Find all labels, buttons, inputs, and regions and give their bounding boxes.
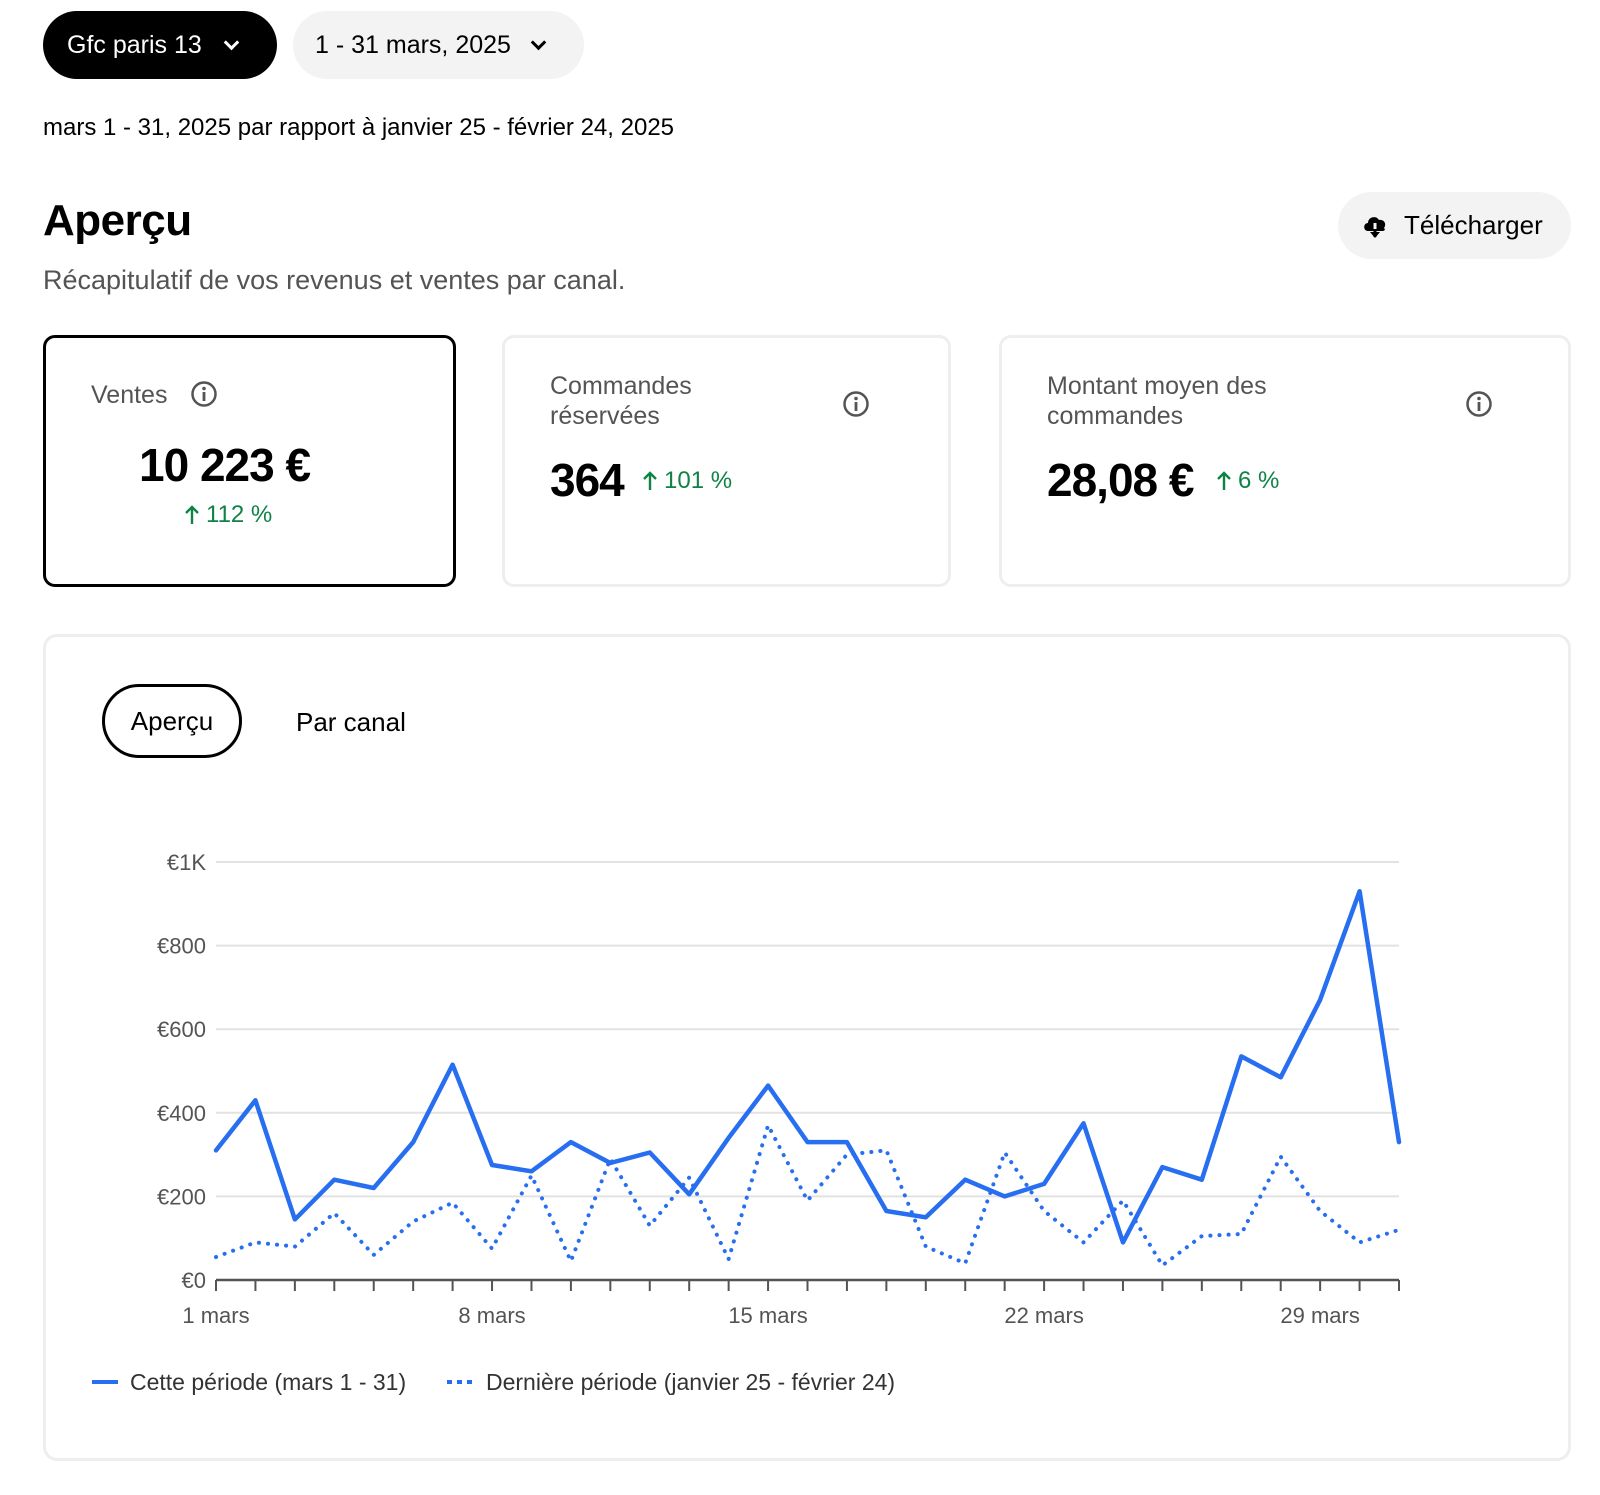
kpi-delta: 6 % [1216, 467, 1279, 495]
kpi-delta: 101 % [642, 467, 732, 495]
y-tick-label: €600 [157, 1017, 206, 1042]
y-tick-label: €200 [157, 1184, 206, 1209]
x-tick-label: 15 mars [728, 1303, 807, 1328]
series-line-current-period [213, 889, 1402, 1245]
x-tick-label: 22 mars [1004, 1303, 1083, 1328]
chart-series [213, 889, 1402, 1268]
date-range-selector[interactable]: 1 - 31 mars, 2025 [293, 11, 584, 79]
kpi-card-average-order[interactable]: Montant moyen des commandes 28,08 € 6 % [999, 335, 1571, 587]
store-selector-label: Gfc paris 13 [67, 30, 202, 59]
kpi-card-orders[interactable]: Commandes réservées 364 101 % [502, 335, 951, 587]
chart-grid: €0 €200 €400 €600 €800 €1K [157, 850, 1399, 1293]
kpi-label: Ventes [91, 381, 168, 409]
kpi-value: 10 223 € [139, 439, 311, 491]
sales-line-chart: €0 €200 €400 €600 €800 €1K 1 mars 8 mars 15 mar… [92, 850, 1402, 1395]
kpi-label-line1: Commandes [550, 372, 692, 400]
arrow-up-icon [1217, 471, 1231, 490]
y-tick-label: €800 [157, 934, 206, 959]
legend-label-previous: Dernière période (janvier 25 - février 2… [486, 1369, 895, 1395]
chart-x-axis: 1 mars 8 mars 15 mars 22 mars 29 mars [182, 1278, 1400, 1328]
chart-legend: Cette période (mars 1 - 31) Dernière péri… [92, 1369, 895, 1395]
arrow-up-icon [643, 471, 657, 490]
info-icon[interactable] [190, 380, 218, 408]
kpi-value: 28,08 € [1047, 454, 1194, 506]
kpi-delta-value: 6 % [1238, 467, 1280, 494]
kpi-label-line2: commandes [1047, 402, 1184, 430]
store-selector[interactable]: Gfc paris 13 [43, 11, 277, 79]
info-icon[interactable] [842, 390, 870, 418]
x-tick-label: 8 mars [458, 1303, 525, 1328]
kpi-delta: 112 % [184, 501, 272, 529]
x-tick-label: 1 mars [182, 1303, 249, 1328]
chart-card: Aperçu Par canal €0 €200 €400 €600 €800 €1K 1… [43, 634, 1571, 1461]
arrow-up-icon [185, 505, 199, 524]
y-tick-label: €1K [167, 850, 206, 875]
kpi-label-line2: réservées [550, 402, 660, 430]
chevron-down-icon [530, 34, 547, 50]
series-line-previous-period [214, 1123, 1401, 1268]
page-title: Aperçu [43, 196, 192, 245]
date-range-label: 1 - 31 mars, 2025 [315, 30, 511, 59]
y-tick-label: €0 [182, 1268, 206, 1293]
page-subtitle: Récapitulatif de vos revenus et ventes p… [43, 265, 626, 295]
info-icon[interactable] [1465, 390, 1493, 418]
chevron-down-icon [223, 34, 240, 50]
kpi-card-sales[interactable]: Ventes 10 223 € 112 % [43, 335, 456, 587]
tab-by-channel[interactable]: Par canal [296, 707, 406, 737]
comparison-period-text: mars 1 - 31, 2025 par rapport à janvier … [43, 114, 675, 141]
kpi-delta-value: 112 % [206, 501, 273, 528]
download-button[interactable]: Télécharger [1338, 192, 1571, 259]
kpi-delta-value: 101 % [664, 467, 733, 494]
y-tick-label: €400 [157, 1101, 206, 1126]
download-label: Télécharger [1404, 210, 1543, 240]
x-tick-label: 29 mars [1280, 1303, 1359, 1328]
kpi-label-line1: Montant moyen des [1047, 372, 1267, 400]
tab-overview[interactable]: Aperçu [102, 684, 242, 758]
cloud-download-icon [1364, 216, 1386, 238]
kpi-value: 364 [550, 454, 625, 506]
legend-label-current: Cette période (mars 1 - 31) [130, 1369, 406, 1395]
